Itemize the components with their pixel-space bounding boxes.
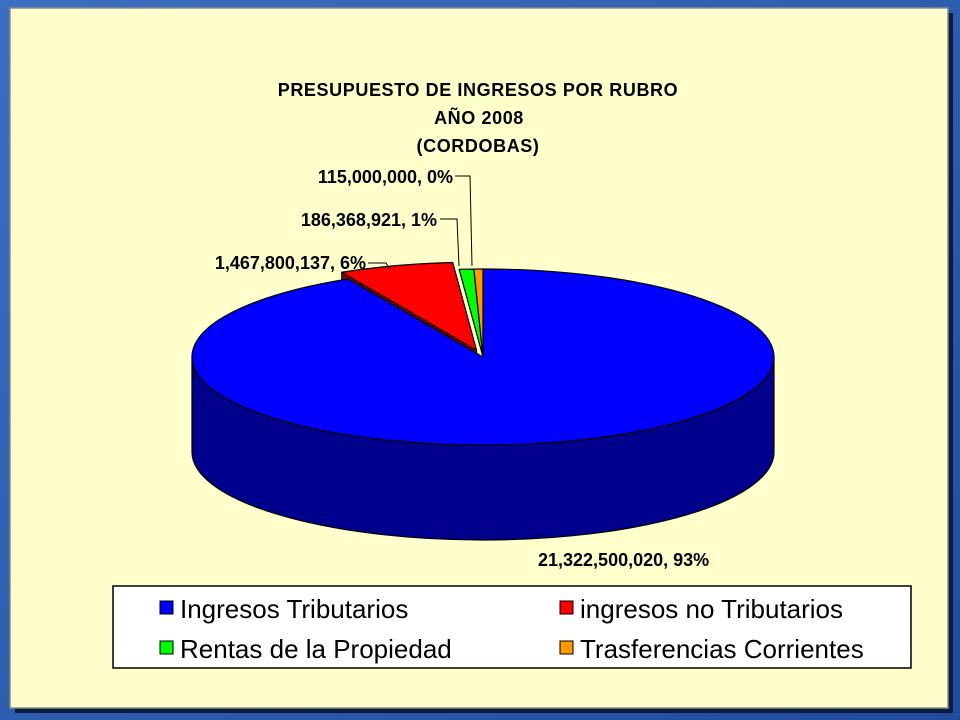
legend-swatch-trasferencias-corrientes <box>559 640 574 655</box>
legend: Ingresos Tributarios ingresos no Tributa… <box>112 585 912 669</box>
legend-swatch-ingresos-no-tributarios <box>559 600 574 615</box>
data-label-ingresos-tributarios: 21,322,500,020, 93% <box>538 550 709 570</box>
chart-title: PRESUPUESTO DE INGRESOS POR RUBRO <box>278 80 679 100</box>
pie-slice-ingresos-no-tributarios <box>341 261 478 351</box>
legend-swatch-rentas-de-la-propiedad <box>159 640 174 655</box>
legend-label-rentas-de-la-propiedad: Rentas de la Propiedad <box>180 634 452 664</box>
pie-chart <box>191 261 775 541</box>
legend-box <box>112 585 912 669</box>
leader-line-rentas-de-la-propiedad <box>440 218 460 267</box>
data-label-trasferencias-corrientes: 115,000,000, 0% <box>318 167 453 187</box>
legend-label-ingresos-no-tributarios: ingresos no Tributarios <box>580 594 843 624</box>
data-label-rentas-de-la-propiedad: 186,368,921, 1% <box>301 210 437 230</box>
leader-line-ingresos-no-tributarios <box>368 262 391 271</box>
data-label-ingresos-no-tributarios: 1,467,800,137, 6% <box>215 253 366 273</box>
legend-swatch-ingresos-tributarios <box>159 600 174 615</box>
leader-line-trasferencias-corrientes <box>455 175 473 267</box>
pie-slice-trasferencias-corrientes <box>473 268 484 358</box>
chart-title-unit: (CORDOBAS) <box>417 136 540 156</box>
chart-title-year: AÑO 2008 <box>434 107 524 128</box>
legend-label-ingresos-tributarios: Ingresos Tributarios <box>180 594 408 624</box>
legend-label-trasferencias-corrientes: Trasferencias Corrientes <box>580 634 864 664</box>
